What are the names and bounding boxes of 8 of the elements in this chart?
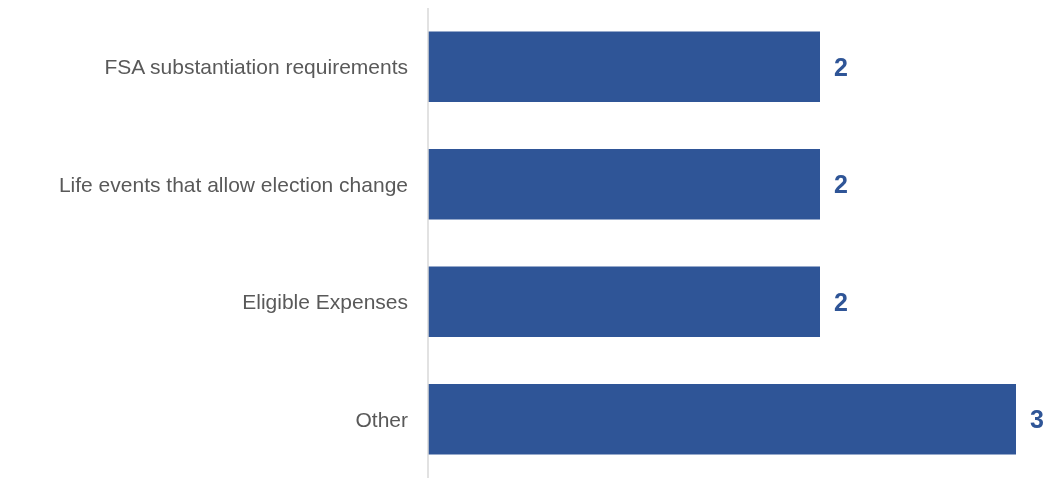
data-label: 2	[834, 52, 848, 81]
data-label: 2	[834, 170, 848, 198]
y-tick-label: Other	[355, 407, 408, 431]
y-tick-label: FSA substantiation requirements	[104, 55, 408, 79]
data-label: 2	[834, 287, 848, 316]
y-tick-label: Life events that allow election change	[58, 172, 408, 196]
y-tick-label: Eligible Expenses	[242, 290, 408, 314]
data-label: 3	[1030, 405, 1044, 433]
